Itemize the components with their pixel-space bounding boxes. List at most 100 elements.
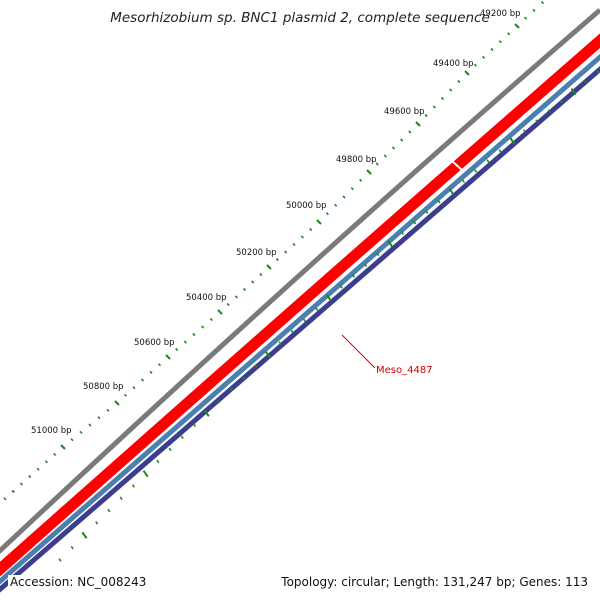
minor-tick bbox=[400, 138, 404, 142]
inner-major-tick bbox=[326, 294, 332, 302]
bp-tick-label: 49200 bp bbox=[480, 9, 521, 19]
bp-tick-label: 49800 bp bbox=[336, 155, 377, 165]
minor-tick bbox=[234, 295, 238, 299]
minor-tick bbox=[36, 467, 40, 471]
inner-minor-tick bbox=[315, 307, 319, 311]
minor-tick bbox=[132, 386, 136, 390]
major-tick bbox=[366, 169, 372, 175]
inner-minor-tick bbox=[278, 341, 282, 345]
inner-minor-tick bbox=[241, 376, 245, 380]
inner-minor-tick bbox=[498, 149, 502, 153]
major-tick bbox=[60, 444, 66, 450]
inner-minor-tick bbox=[351, 274, 356, 278]
minor-tick bbox=[391, 146, 396, 150]
summary-label: Topology: circular; Length: 131,247 bp; … bbox=[279, 575, 590, 589]
inner-minor-tick bbox=[107, 508, 111, 513]
inner-minor-tick bbox=[168, 447, 172, 452]
inner-major-tick bbox=[570, 88, 577, 96]
outer-tick-row bbox=[3, 1, 545, 501]
inner-major-tick bbox=[387, 240, 394, 248]
major-tick bbox=[514, 23, 520, 29]
minor-tick bbox=[242, 287, 247, 292]
minor-tick bbox=[540, 1, 545, 5]
minor-tick bbox=[28, 475, 32, 479]
inner-minor-tick bbox=[70, 545, 74, 550]
inner-major-tick bbox=[264, 351, 271, 359]
bp-tick-label: 50800 bp bbox=[83, 382, 124, 392]
major-tick bbox=[114, 400, 120, 406]
backbone-arc bbox=[0, 8, 600, 555]
inner-minor-tick bbox=[302, 318, 307, 323]
inner-minor-tick bbox=[290, 329, 294, 334]
inner-major-tick bbox=[448, 187, 455, 196]
minor-tick bbox=[70, 438, 74, 442]
inner-major-tick bbox=[509, 137, 516, 145]
minor-tick bbox=[532, 8, 536, 12]
minor-tick bbox=[490, 47, 494, 52]
minor-tick bbox=[3, 497, 7, 501]
major-tick bbox=[464, 70, 470, 76]
inner-minor-tick bbox=[364, 263, 368, 267]
inner-minor-tick bbox=[425, 210, 429, 214]
inner-minor-tick bbox=[131, 484, 135, 488]
bp-tick-label: 49600 bp bbox=[384, 107, 425, 117]
minor-tick bbox=[183, 340, 187, 344]
minor-tick bbox=[79, 430, 83, 434]
minor-tick bbox=[375, 162, 379, 166]
minor-tick bbox=[275, 257, 279, 262]
minor-tick bbox=[424, 113, 428, 118]
inner-minor-tick bbox=[192, 423, 197, 428]
inner-major-tick bbox=[142, 470, 149, 478]
gene-track bbox=[0, 33, 600, 577]
minor-tick bbox=[359, 178, 363, 182]
inner-minor-tick bbox=[180, 435, 184, 440]
minor-tick bbox=[440, 96, 445, 101]
minor-tick bbox=[11, 489, 15, 494]
track-navy bbox=[0, 66, 600, 593]
minor-tick bbox=[300, 235, 304, 239]
accession-label: Accession: NC_008243 bbox=[8, 575, 149, 589]
major-tick bbox=[415, 121, 421, 127]
minor-tick bbox=[334, 203, 338, 207]
bp-tick-label: 49400 bp bbox=[433, 59, 474, 69]
minor-tick bbox=[44, 460, 48, 464]
minor-tick bbox=[175, 347, 179, 352]
inner-minor-tick bbox=[339, 285, 343, 289]
minor-tick bbox=[259, 272, 263, 277]
minor-tick bbox=[383, 154, 387, 158]
minor-tick bbox=[106, 408, 110, 412]
major-tick bbox=[316, 219, 322, 225]
minor-tick bbox=[19, 482, 24, 486]
inner-minor-tick bbox=[58, 558, 62, 562]
gene-callout-line bbox=[341, 334, 376, 369]
minor-tick bbox=[482, 55, 486, 59]
minor-tick bbox=[123, 393, 128, 397]
inner-minor-tick bbox=[254, 364, 258, 368]
minor-tick bbox=[325, 212, 329, 216]
minor-tick bbox=[201, 325, 205, 329]
map-title: Mesorhizobium sp. BNC1 plasmid 2, comple… bbox=[110, 10, 490, 26]
minor-tick bbox=[149, 370, 153, 374]
inner-minor-tick bbox=[547, 109, 551, 114]
major-tick bbox=[266, 264, 272, 270]
inner-minor-tick bbox=[376, 252, 380, 257]
minor-tick bbox=[342, 195, 346, 199]
inner-tick-row bbox=[58, 70, 600, 562]
bp-tick-label: 50000 bp bbox=[286, 201, 327, 211]
inner-minor-tick bbox=[596, 70, 600, 74]
minor-tick bbox=[350, 187, 354, 191]
inner-minor-tick bbox=[413, 220, 417, 225]
minor-tick bbox=[408, 130, 412, 134]
bp-tick-label: 50600 bp bbox=[134, 338, 175, 348]
minor-tick bbox=[523, 16, 528, 20]
inner-minor-tick bbox=[474, 169, 478, 173]
inner-minor-tick bbox=[400, 231, 404, 235]
major-tick bbox=[165, 354, 171, 360]
minor-tick bbox=[498, 40, 502, 44]
gene-label-meso-4487: Meso_4487 bbox=[376, 365, 433, 376]
bp-tick-label: 50200 bp bbox=[236, 248, 277, 258]
inner-minor-tick bbox=[437, 200, 441, 204]
bp-tick-label: 50400 bp bbox=[186, 293, 227, 303]
inner-minor-tick bbox=[95, 521, 99, 525]
